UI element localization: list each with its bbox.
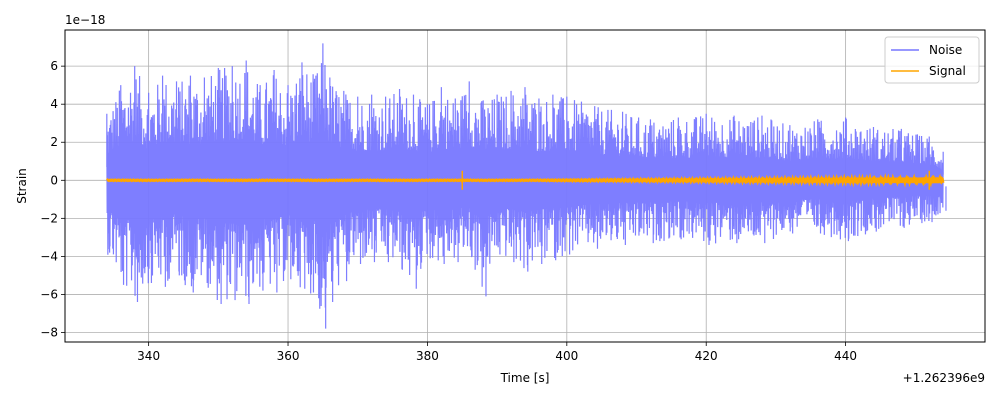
y-tick-label: −6	[40, 287, 58, 301]
y-tick-label: 0	[50, 173, 58, 187]
x-tick-label: 400	[555, 349, 578, 363]
x-tick-label: 440	[834, 349, 857, 363]
legend-signal-label: Signal	[929, 64, 966, 78]
y-tick-label: −2	[40, 211, 58, 225]
x-offset-label: +1.262396e9	[903, 371, 985, 385]
x-axis-label: Time [s]	[500, 371, 550, 385]
y-axis-label: Strain	[15, 168, 29, 204]
legend: Noise Signal	[884, 36, 980, 84]
x-tick-label: 340	[137, 349, 160, 363]
legend-noise-label: Noise	[929, 43, 962, 57]
y-tick-label: −4	[40, 249, 58, 263]
signal-line	[106, 172, 945, 188]
y-tick-label: 6	[50, 59, 58, 73]
x-tick-label: 380	[416, 349, 439, 363]
y-tick-label: −8	[40, 325, 58, 339]
y-tick-label: 2	[50, 135, 58, 149]
x-axis-ticks: 340 360 380 400 420 440	[137, 342, 857, 363]
y-tick-label: 4	[50, 97, 58, 111]
y-scale-label: 1e−18	[65, 13, 105, 27]
noise-line	[106, 43, 947, 329]
signal-series	[106, 170, 945, 190]
plot-frame	[64, 29, 986, 343]
noise-series	[106, 43, 947, 329]
y-axis-ticks: −8 −6 −4 −2 0 2 4 6	[40, 59, 65, 339]
x-tick-label: 360	[277, 349, 300, 363]
x-tick-label: 420	[695, 349, 718, 363]
